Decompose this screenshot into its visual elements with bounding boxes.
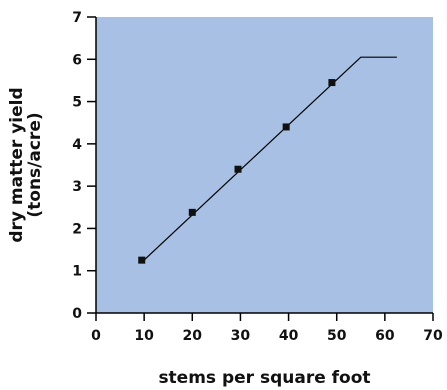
y-axis-ticks: 0 1 2 3 4 5 6 7: [72, 10, 96, 322]
trend-line: [141, 56, 397, 263]
y-axis-title-line-2: (tons/acre): [25, 112, 45, 217]
x-tick-label: 50: [327, 328, 347, 344]
x-axis-ticks: 0 10 20 30 40 50 60 70: [91, 313, 443, 344]
y-tick-label: 7: [72, 10, 82, 26]
plot-area: [96, 17, 433, 313]
y-tick-label: 0: [72, 306, 82, 322]
series-layer: [138, 56, 397, 264]
data-point-marker: [234, 165, 242, 173]
y-tick-label: 2: [72, 221, 82, 237]
y-axis-title-line-1: dry matter yield: [7, 87, 27, 242]
x-axis-title: stems per square foot: [158, 368, 370, 388]
x-tick-label: 10: [134, 328, 154, 344]
data-point-marker: [188, 208, 196, 216]
y-tick-label: 6: [72, 52, 82, 68]
x-tick-label: 30: [231, 328, 251, 344]
data-point-marker: [282, 123, 290, 131]
data-point-marker: [138, 256, 146, 264]
x-tick-label: 0: [91, 328, 101, 344]
y-tick-label: 5: [72, 95, 82, 111]
data-point-marker: [328, 79, 336, 87]
x-tick-label: 40: [279, 328, 299, 344]
x-tick-label: 70: [423, 328, 443, 344]
y-tick-label: 4: [72, 137, 82, 153]
x-tick-label: 20: [183, 328, 203, 344]
y-tick-label: 3: [72, 179, 82, 195]
x-tick-label: 60: [375, 328, 395, 344]
y-tick-label: 1: [72, 264, 82, 280]
